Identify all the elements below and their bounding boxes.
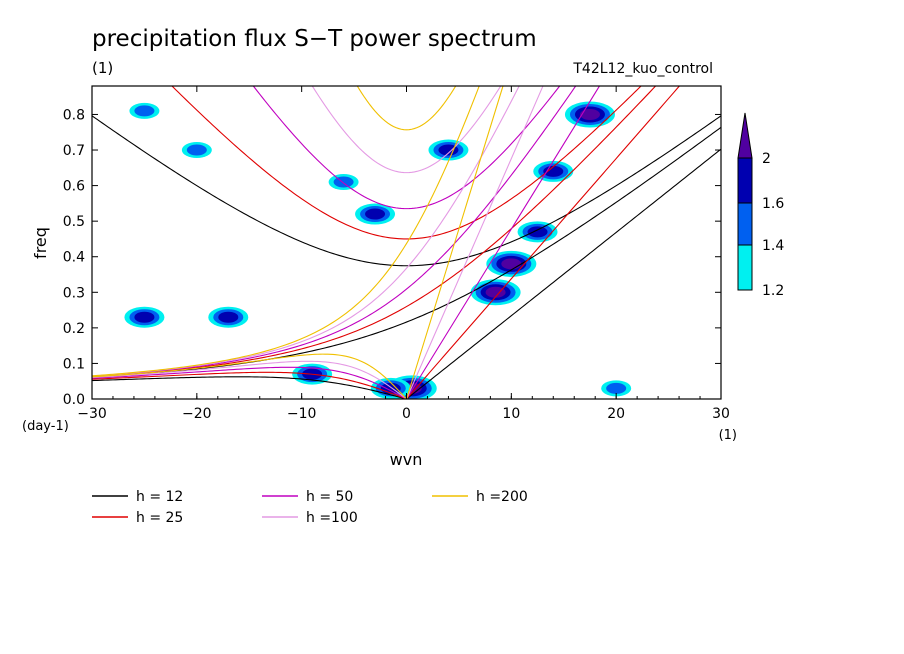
kelvin-curve	[406, 148, 721, 399]
power-blob	[186, 144, 207, 156]
x-tick-label: 0	[402, 406, 411, 422]
mixed-rossby-gravity-curve	[92, 86, 657, 378]
y-tick-label: 0.4	[63, 250, 85, 266]
legend: h = 12 h = 25 h = 50 h =100 h =200	[92, 489, 528, 526]
colorbar-arrow	[737, 112, 753, 159]
inertio-gravity-curve	[92, 115, 721, 267]
colorbar-segment	[737, 202, 753, 246]
y-tick-label: 0.7	[63, 143, 85, 159]
colorbar: 1.2 1.4 1.6 2	[737, 112, 784, 299]
mixed-rossby-gravity-curve	[92, 86, 480, 377]
mixed-rossby-gravity-curve	[92, 86, 520, 377]
kelvin-curve	[405, 86, 544, 399]
power-blob	[134, 105, 155, 117]
power-blob	[606, 382, 627, 394]
y-tick-label: 0.8	[63, 107, 85, 123]
x-tick-label: −20	[182, 406, 212, 422]
power-blob	[527, 226, 548, 238]
power-blob	[134, 311, 155, 323]
inertio-gravity-curve	[311, 86, 502, 174]
y-tick-label: 0.2	[63, 321, 85, 337]
kelvin-curve	[405, 86, 504, 399]
y-tick-label: 0.3	[63, 285, 85, 301]
y-axis: 0.0 0.1 0.2 0.3 0.4 0.5 0.6 0.7 0.8	[63, 107, 721, 408]
power-blob	[501, 258, 522, 270]
legend-label: h =100	[306, 510, 358, 526]
power-blob	[438, 144, 459, 156]
run-label: T42L12_kuo_control	[572, 61, 713, 77]
x-tick-label: 20	[607, 406, 625, 422]
chart-title: precipitation flux S−T power spectrum	[92, 26, 537, 52]
x-tick-label: −30	[77, 406, 107, 422]
power-blob	[579, 108, 600, 120]
legend-label: h = 12	[136, 489, 183, 505]
kelvin-curve	[406, 86, 681, 399]
colorbar-label: 1.2	[762, 283, 784, 299]
colorbar-label: 1.6	[762, 196, 784, 212]
inertio-gravity-curve	[252, 86, 561, 210]
power-blob	[365, 208, 386, 220]
legend-label: h =200	[476, 489, 528, 505]
rossby-curve	[92, 366, 407, 399]
rossby-curve	[92, 360, 407, 399]
colorbar-label: 2	[762, 151, 771, 167]
mixed-rossby-gravity-curve	[92, 86, 577, 377]
y-units-label: (day-1)	[22, 419, 69, 434]
x-tick-label: −10	[287, 406, 317, 422]
y-tick-label: 0.1	[63, 356, 85, 372]
colorbar-segment	[737, 157, 753, 204]
inertio-gravity-curve	[171, 86, 642, 240]
power-blob	[218, 311, 239, 323]
legend-label: h = 25	[136, 510, 183, 526]
plot-background	[92, 86, 721, 399]
legend-label: h = 50	[306, 489, 353, 505]
colorbar-segment	[737, 244, 753, 291]
mixed-rossby-gravity-curve	[92, 126, 721, 378]
x-axis-label: wvn	[390, 450, 423, 469]
y-tick-label: 0.5	[63, 214, 85, 230]
y-tick-label: 0.6	[63, 179, 85, 195]
rossby-curve	[92, 376, 407, 399]
x-units-label: (1)	[719, 428, 737, 443]
units-label: (1)	[92, 59, 113, 77]
colorbar-label: 1.4	[762, 238, 784, 254]
inertio-gravity-curve	[356, 86, 457, 131]
x-tick-label: 10	[502, 406, 520, 422]
power-blob	[333, 176, 354, 188]
kelvin-curve	[406, 86, 601, 399]
x-axis: −30 −20 −10 0 10 20 30	[77, 86, 730, 422]
dispersion-curves	[92, 86, 721, 399]
y-tick-label: 0.0	[63, 392, 85, 408]
power-blob	[485, 286, 506, 298]
rossby-curve	[92, 371, 407, 399]
x-tick-label: 30	[712, 406, 730, 422]
rossby-curve	[92, 353, 407, 399]
y-axis-label: freq	[31, 227, 50, 259]
